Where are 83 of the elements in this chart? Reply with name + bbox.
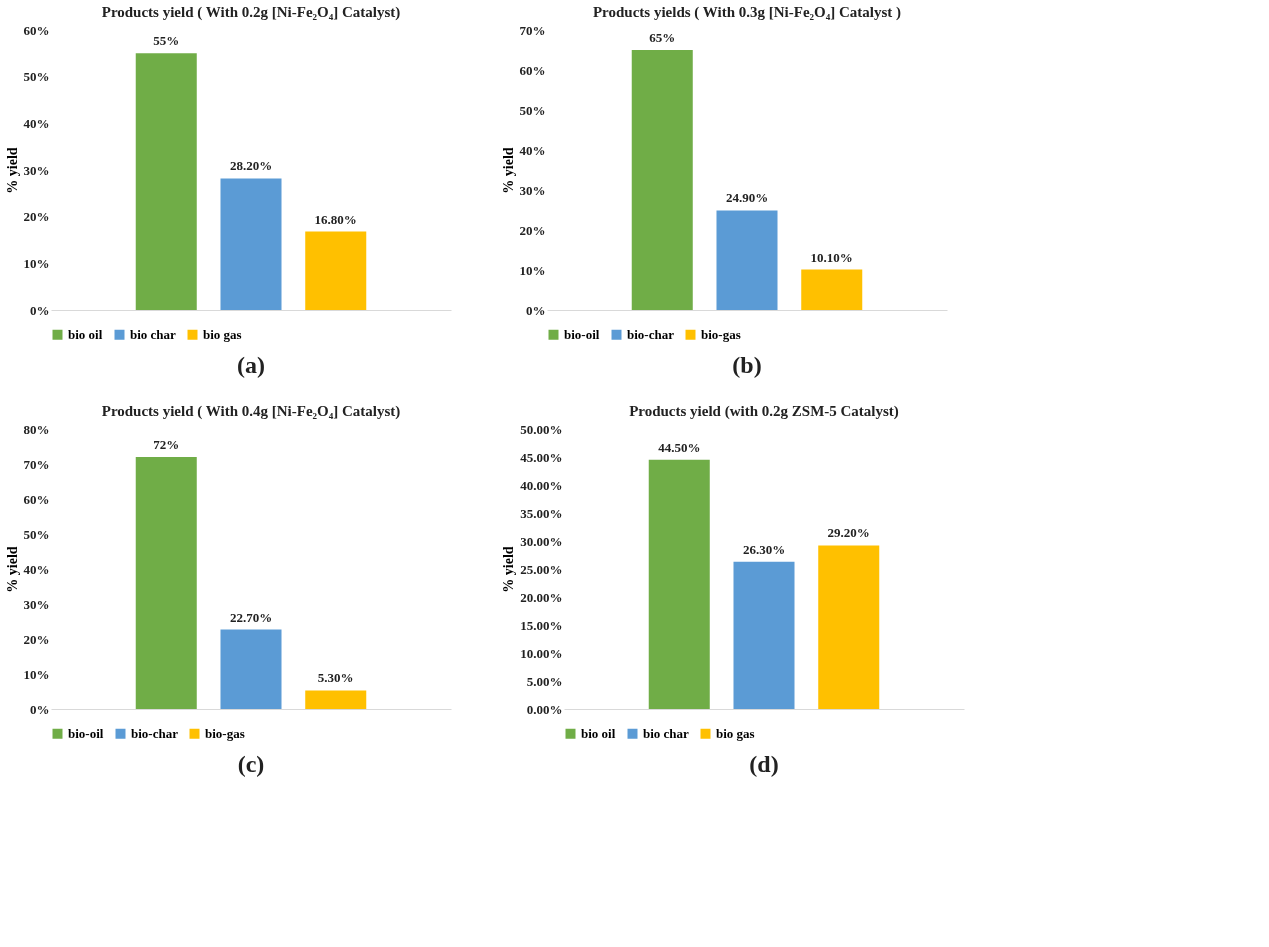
chart-title: Products yield ( With 0.4g [Ni-Fe₂O₄] Catalyst) [101, 403, 401, 420]
data-label: 29.20% [827, 525, 870, 541]
text: (d) [749, 751, 779, 777]
data-label: 72% [153, 437, 180, 452]
y-tick-label: 10% [519, 262, 546, 278]
y-tick-label: 10% [23, 666, 50, 682]
y-tick-label: 10% [23, 255, 50, 271]
bar [220, 629, 282, 709]
y-tick-label: 20% [23, 209, 50, 225]
data-label: 10.10% [810, 249, 853, 265]
y-tick-label: 45.00% [520, 449, 563, 465]
y-tick-label: 0% [526, 302, 546, 318]
legend-label: bio-oil [564, 326, 600, 342]
y-axis-title: % yield [501, 546, 517, 593]
y-tick-label: 70% [519, 22, 546, 38]
bar [716, 210, 778, 310]
bar [305, 690, 367, 709]
y-tick-label: 80% [23, 421, 50, 437]
data-label: 55% [153, 33, 180, 49]
y-tick-label: 50.00% [520, 421, 563, 437]
y-tick-label: 60% [519, 62, 546, 78]
data-label: 65% [649, 30, 676, 45]
y-tick-label: 60% [23, 22, 50, 38]
data-label: 44.50% [658, 439, 701, 455]
data-label: 28.20% [229, 158, 273, 174]
y-tick-label: 20% [23, 631, 50, 647]
bar [135, 457, 197, 709]
y-tick-label: 60% [23, 491, 50, 507]
y-tick-label: 0.00% [526, 701, 563, 717]
legend-label: bio char [130, 326, 177, 342]
text: (b) [732, 352, 762, 378]
legend-label: bio char [643, 725, 690, 741]
y-tick-label: 20.00% [520, 589, 563, 605]
legend-label: bio-gas [205, 725, 245, 741]
y-axis-title: % yield [4, 147, 20, 194]
y-tick-label: 50% [23, 69, 50, 85]
legend-label: bio gas [203, 326, 242, 342]
data-label: 22.70% [229, 609, 273, 625]
y-tick-label: 35.00% [520, 505, 563, 521]
text: (a) [237, 352, 265, 378]
y-axis-title: % yield [500, 147, 516, 194]
legend-label: bio-gas [701, 326, 741, 342]
legend-label: bio-oil [68, 725, 104, 741]
chart-title: Products yield (with 0.2g ZSM-5 Catalyst) [629, 403, 899, 420]
chart-title: Products yield ( With 0.2g [Ni-Fe₂O₄] Catalyst) [101, 4, 401, 21]
y-tick-label: 70% [23, 456, 50, 472]
y-tick-label: 20% [519, 222, 546, 238]
y-tick-label: 30% [519, 182, 546, 198]
legend-label: bio-char [627, 326, 675, 342]
bar [733, 561, 795, 709]
y-tick-label: 5.00% [526, 673, 563, 689]
legend-label: bio oil [68, 326, 103, 342]
y-tick-label: 40% [23, 115, 50, 131]
y-tick-label: 15.00% [520, 617, 563, 633]
y-tick-label: 30% [23, 162, 50, 178]
legend-label: bio oil [581, 725, 616, 741]
y-tick-label: 40% [23, 561, 50, 577]
bar [648, 459, 710, 709]
text: (c) [237, 751, 265, 777]
bar [818, 545, 880, 709]
data-label: 16.80% [314, 211, 357, 227]
bar [305, 231, 367, 310]
bar [631, 50, 693, 310]
bar [135, 53, 197, 310]
y-tick-label: 10.00% [520, 645, 563, 661]
y-tick-label: 25.00% [520, 561, 563, 577]
y-tick-label: 30.00% [520, 533, 563, 549]
y-tick-label: 0% [30, 302, 50, 318]
data-label: 24.90% [725, 190, 769, 206]
y-tick-label: 50% [519, 102, 546, 118]
y-tick-label: 50% [23, 526, 50, 542]
y-tick-label: 0% [30, 701, 50, 717]
data-label: 5.30% [317, 670, 354, 686]
bar [220, 178, 282, 310]
legend-label: bio gas [716, 725, 755, 741]
y-tick-label: 40% [519, 142, 546, 158]
y-axis-title: % yield [4, 546, 20, 593]
legend-label: bio-char [131, 725, 179, 741]
bar [801, 269, 863, 310]
y-tick-label: 30% [23, 596, 50, 612]
chart-title: Products yields ( With 0.3g [Ni-Fe₂O₄] Catalyst ) [592, 4, 902, 21]
y-tick-label: 40.00% [520, 477, 563, 493]
data-label: 26.30% [742, 541, 786, 557]
